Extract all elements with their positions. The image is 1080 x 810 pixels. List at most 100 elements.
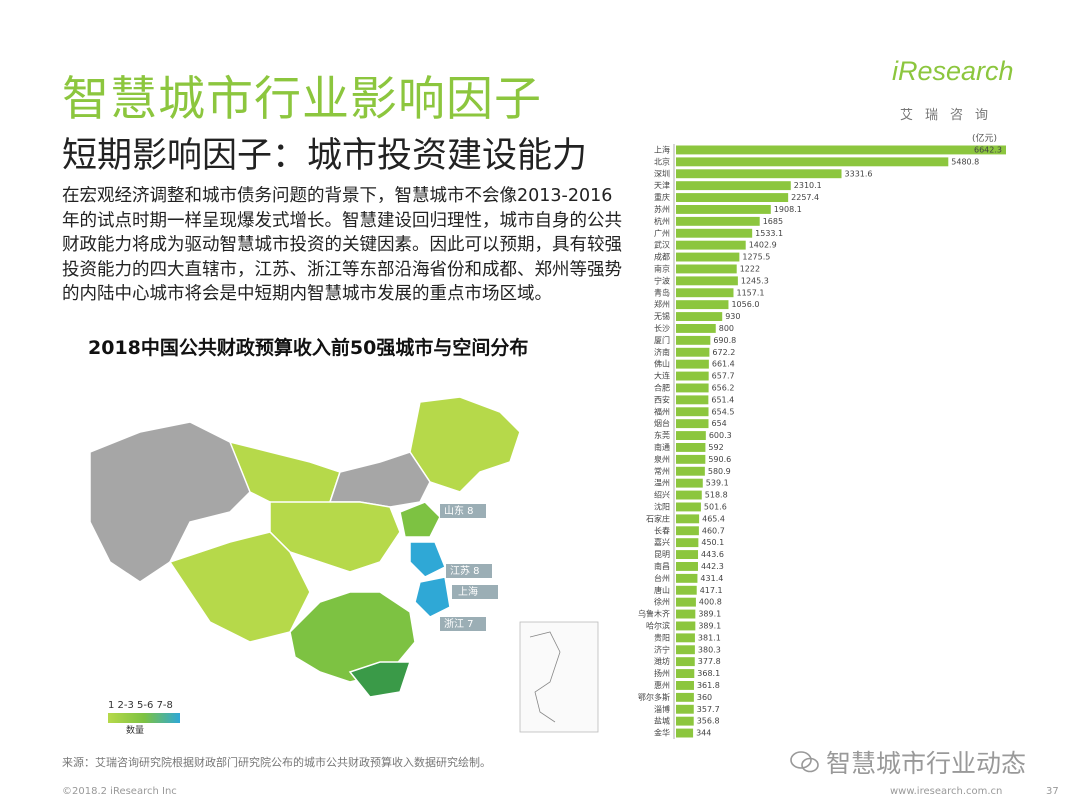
bar-value-label: 656.2 (712, 384, 735, 393)
map-inset-coast (529, 631, 561, 723)
website-url: www.iresearch.com.cn (890, 786, 1003, 797)
bar-value-label: 1275.5 (742, 253, 770, 262)
bar-category-label: 嘉兴 (654, 537, 670, 547)
bar-category-label: 哈尔滨 (646, 621, 670, 631)
bar-category-label: 绍兴 (654, 490, 670, 500)
bar (676, 716, 694, 726)
bar-category-label: 贵阳 (654, 632, 670, 642)
bar-value-label: 930 (725, 312, 740, 321)
bar-value-label: 1402.9 (749, 241, 777, 250)
bar-value-label: 657.7 (712, 372, 735, 381)
bar-value-label: 450.1 (701, 538, 724, 547)
bar-category-label: 扬州 (654, 668, 670, 678)
map-legend: 1 2-3 5-6 7-8 数量 (108, 700, 180, 736)
bar-category-label: 泉州 (654, 454, 670, 464)
bar-value-label: 1245.3 (741, 276, 769, 285)
bar-value-label: 2310.1 (794, 181, 822, 190)
bar-value-label: 1533.1 (755, 229, 783, 238)
callout-jiangsu-box (446, 564, 492, 578)
bar-value-label: 6642.3 (974, 146, 1002, 155)
bar (676, 335, 711, 345)
watermark-text: 智慧城市行业动态 (826, 749, 1027, 778)
bar (676, 490, 702, 500)
bar-value-label: 5480.8 (951, 157, 979, 166)
bar-value-label: 380.3 (698, 645, 721, 654)
map-title: 2018中国公共财政预算收入前50强城市与空间分布 (88, 337, 529, 359)
bar-category-label: 烟台 (654, 418, 670, 428)
bar-value-label: 1222 (740, 265, 760, 274)
bar-category-label: 惠州 (654, 680, 670, 690)
bar-category-label: 无锡 (654, 312, 670, 321)
bar-category-label: 南京 (654, 264, 670, 274)
bar (676, 157, 949, 167)
china-map: 山东 8 江苏 8 上海 浙江 7 (89, 396, 599, 733)
bar-value-label: 356.8 (697, 717, 720, 726)
legend-gradient (108, 713, 180, 723)
source-note: 来源：艾瑞咨询研究院根据财政部门研究院公布的城市公共财政预算收入数据研究绘制。 (62, 756, 491, 769)
bar-value-label: 1056.0 (731, 300, 759, 309)
bar-category-label: 武汉 (654, 240, 670, 250)
bar (676, 514, 700, 524)
map-region-zhejiang (414, 576, 451, 618)
bar-value-label: 465.4 (702, 514, 725, 523)
bar (676, 538, 699, 548)
bar-category-label: 淄博 (654, 704, 670, 714)
bar-value-label: 431.4 (700, 574, 723, 583)
bar (676, 478, 703, 488)
bar-category-label: 合肥 (654, 383, 670, 393)
legend-label: 数量 (126, 726, 145, 736)
chart-unit: (亿元) (972, 134, 998, 144)
bar-category-label: 宁波 (654, 275, 670, 285)
bar (676, 657, 695, 667)
bar-value-label: 672.2 (712, 348, 735, 357)
page-number: 37 (1046, 786, 1059, 797)
callout-shanghai: 上海 (458, 585, 478, 598)
bar (676, 288, 734, 298)
bar-category-label: 沈阳 (654, 502, 670, 512)
bar-category-label: 唐山 (654, 585, 670, 595)
bar-value-label: 651.4 (711, 395, 734, 404)
bar-category-label: 长沙 (654, 323, 670, 333)
bar (676, 193, 789, 202)
bar (676, 454, 706, 464)
bar-category-label: 济宁 (654, 644, 670, 654)
bar (676, 609, 696, 619)
bar (676, 395, 709, 405)
bar (676, 371, 709, 381)
bar (676, 383, 709, 393)
bar (676, 228, 753, 238)
bar-category-label: 西安 (654, 394, 670, 404)
bar (676, 359, 709, 369)
bar (676, 240, 746, 250)
bar-category-label: 金华 (654, 728, 670, 738)
copyright: ©2018.2 iResearch Inc (62, 786, 177, 797)
bar-value-label: 417.1 (700, 586, 723, 595)
bar (676, 264, 737, 274)
bar (676, 526, 699, 536)
bar-category-label: 潍坊 (654, 656, 670, 666)
bar-value-label: 1908.1 (774, 205, 802, 214)
bar-value-label: 661.4 (712, 360, 735, 369)
bar (676, 704, 694, 714)
bar-value-label: 592 (708, 443, 723, 452)
bar-category-label: 常州 (654, 467, 670, 476)
bar (676, 145, 1006, 155)
bar (676, 443, 706, 452)
bar-value-label: 344 (696, 729, 711, 738)
bar-value-label: 1157.1 (736, 288, 764, 297)
bar (676, 573, 698, 583)
bar (676, 419, 709, 429)
bar (676, 645, 695, 655)
bar-value-label: 501.6 (704, 503, 727, 512)
bar (676, 692, 694, 702)
bar-value-label: 400.8 (699, 598, 722, 607)
map-region-south (289, 591, 416, 683)
bar-value-label: 360 (697, 693, 712, 702)
bar-category-label: 苏州 (654, 204, 670, 214)
bar (676, 681, 694, 690)
bar-value-label: 800 (719, 324, 734, 333)
bar-category-label: 上海 (654, 145, 670, 155)
map-region-north (328, 451, 431, 508)
bar (676, 597, 696, 607)
bar-category-label: 台州 (654, 573, 670, 583)
